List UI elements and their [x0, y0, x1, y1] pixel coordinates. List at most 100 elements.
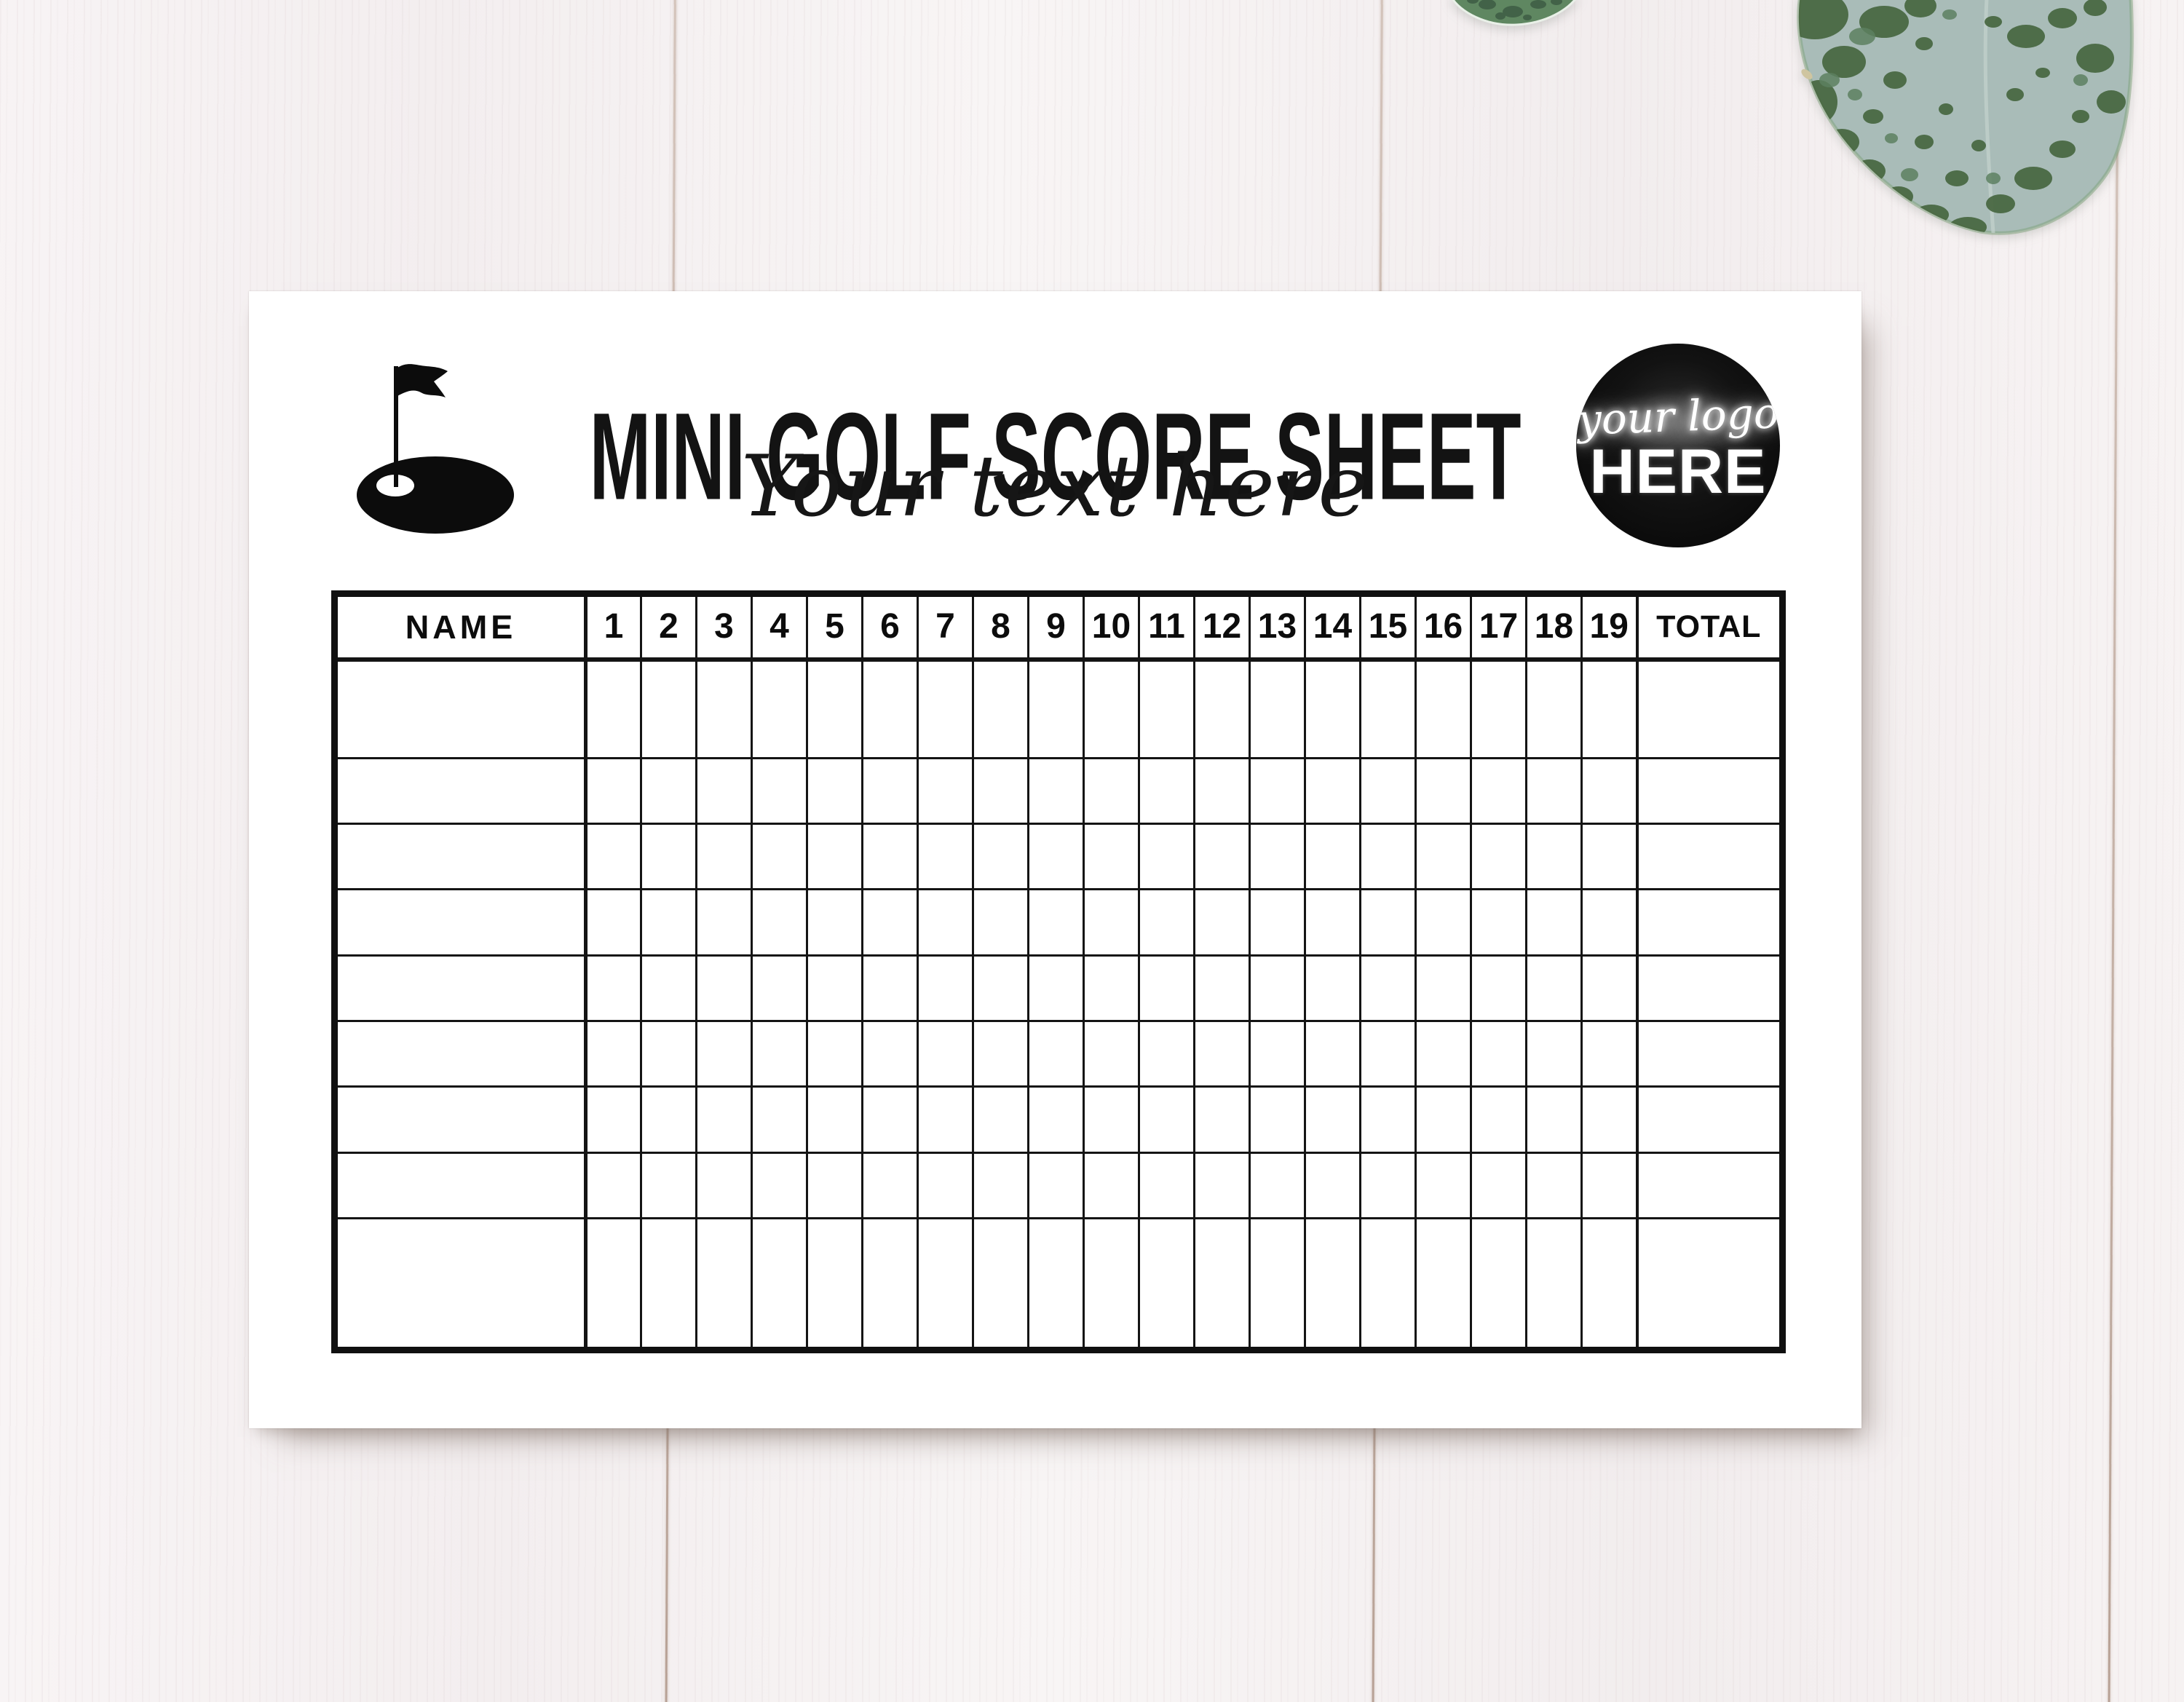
- sheet-title-text: MINI GOLF SCORE SHEET: [589, 387, 1522, 526]
- total-score-cell: [1635, 658, 1784, 759]
- header-cell-hole-2: 2: [640, 593, 697, 662]
- hole-score-cell: [972, 954, 1029, 1023]
- hole-score-cell: [806, 822, 863, 891]
- hole-score-cell: [1249, 658, 1306, 759]
- hole-score-cell: [861, 1151, 919, 1220]
- hole-score-cell: [1083, 1151, 1140, 1220]
- player-row: [333, 1217, 1784, 1351]
- hole-score-cell: [1249, 888, 1306, 957]
- hole-score-cell: [1580, 1151, 1638, 1220]
- hole-score-cell: [1304, 1085, 1361, 1154]
- hole-score-cell: [1525, 1151, 1583, 1220]
- hole-score-cell: [585, 1151, 642, 1220]
- hole-score-cell: [751, 756, 808, 825]
- hole-score-cell: [1249, 822, 1306, 891]
- player-row: [333, 756, 1784, 825]
- hole-score-cell: [972, 822, 1029, 891]
- hole-score-cell: [1415, 822, 1472, 891]
- hole-score-cell: [1193, 1217, 1251, 1351]
- hole-score-cell: [695, 954, 753, 1023]
- hole-score-cell: [1580, 1217, 1638, 1351]
- hole-score-cell: [751, 1151, 808, 1220]
- hole-score-cell: [1193, 822, 1251, 891]
- header-cell-name: NAME: [333, 593, 587, 662]
- hole-score-cell: [1083, 756, 1140, 825]
- hole-score-cell: [585, 756, 642, 825]
- hole-score-cell: [585, 822, 642, 891]
- hole-score-cell: [1249, 954, 1306, 1023]
- hole-score-cell: [1249, 756, 1306, 825]
- hole-score-cell: [1525, 888, 1583, 957]
- hole-score-cell: [861, 888, 919, 957]
- hole-score-cell: [917, 658, 974, 759]
- hole-score-cell: [806, 954, 863, 1023]
- hole-score-cell: [917, 1151, 974, 1220]
- hole-score-cell: [1359, 658, 1417, 759]
- header-cell-hole-17: 17: [1470, 593, 1527, 662]
- hole-score-cell: [695, 1085, 753, 1154]
- hole-score-cell: [1470, 822, 1527, 891]
- plank-seam: [2108, 0, 2119, 1702]
- header-cell-hole-11: 11: [1138, 593, 1195, 662]
- hole-score-cell: [695, 658, 753, 759]
- hole-score-cell: [1525, 1020, 1583, 1088]
- player-row: [333, 954, 1784, 1023]
- hole-score-cell: [1249, 1217, 1306, 1351]
- hole-score-cell: [1359, 954, 1417, 1023]
- hole-score-cell: [861, 954, 919, 1023]
- hole-score-cell: [1415, 1217, 1472, 1351]
- leaf-stem: [1801, 69, 1813, 79]
- hole-score-cell: [751, 822, 808, 891]
- header-cell-hole-18: 18: [1525, 593, 1583, 662]
- logo-placeholder-badge: your logo HERE: [1576, 344, 1780, 547]
- hole-score-cell: [1415, 1020, 1472, 1088]
- hole-score-cell: [917, 1217, 974, 1351]
- header-cell-hole-5: 5: [806, 593, 863, 662]
- hole-score-cell: [640, 954, 697, 1023]
- player-name-cell: [333, 822, 587, 891]
- hole-score-cell: [1138, 1217, 1195, 1351]
- hole-score-cell: [1359, 1020, 1417, 1088]
- hole-score-cell: [1415, 658, 1472, 759]
- player-name-cell: [333, 756, 587, 825]
- header-cell-hole-6: 6: [861, 593, 919, 662]
- total-score-cell: [1635, 954, 1784, 1023]
- hole-score-cell: [1027, 756, 1085, 825]
- hole-score-cell: [1304, 756, 1361, 825]
- logo-line2: HERE: [1589, 437, 1767, 507]
- hole-score-cell: [806, 1217, 863, 1351]
- hole-score-cell: [1138, 1151, 1195, 1220]
- header-cell-hole-16: 16: [1415, 593, 1472, 662]
- hole-score-cell: [1359, 1085, 1417, 1154]
- small-leaf-image: [1452, 0, 1576, 26]
- hole-score-cell: [1249, 1151, 1306, 1220]
- hole-score-cell: [1083, 954, 1140, 1023]
- hole-score-cell: [972, 1085, 1029, 1154]
- hole-score-cell: [751, 1085, 808, 1154]
- hole-score-cell: [640, 1151, 697, 1220]
- hole-score-cell: [640, 1217, 697, 1351]
- hole-score-cell: [1525, 954, 1583, 1023]
- hole-score-cell: [1083, 658, 1140, 759]
- hole-score-cell: [1525, 658, 1583, 759]
- header-cell-hole-13: 13: [1249, 593, 1306, 662]
- hole-score-cell: [640, 1085, 697, 1154]
- hole-score-cell: [861, 1085, 919, 1154]
- hole-score-cell: [1027, 954, 1085, 1023]
- hole-score-cell: [972, 1151, 1029, 1220]
- hole-score-cell: [806, 756, 863, 825]
- hole-score-cell: [640, 822, 697, 891]
- hole-score-cell: [1138, 1085, 1195, 1154]
- hole-score-cell: [1304, 1020, 1361, 1088]
- hole-score-cell: [1027, 822, 1085, 891]
- hole-score-cell: [585, 1217, 642, 1351]
- hole-score-cell: [1027, 1020, 1085, 1088]
- header-row: NAME 1 2 3 4 5 6 7 8 9 10 11 12 13 14 15 16 17 18 19 TOTAL: [333, 593, 1784, 662]
- hole-score-cell: [917, 1085, 974, 1154]
- hole-score-cell: [695, 1217, 753, 1351]
- hole-score-cell: [1193, 1020, 1251, 1088]
- hole-score-cell: [585, 1085, 642, 1154]
- hole-score-cell: [806, 1085, 863, 1154]
- hole-score-cell: [1138, 1020, 1195, 1088]
